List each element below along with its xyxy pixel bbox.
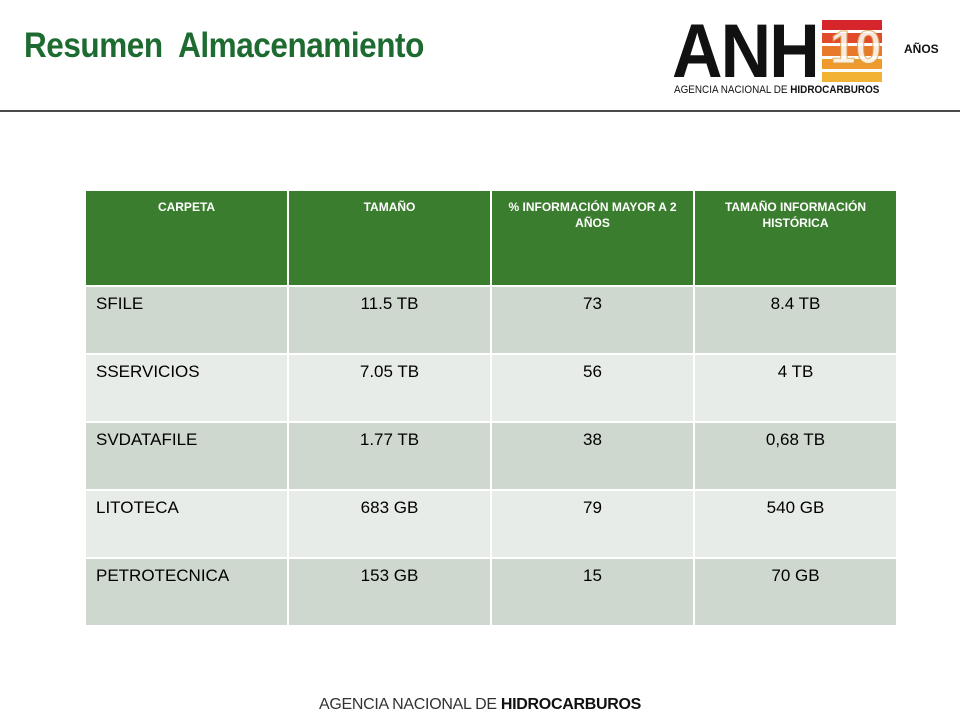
cell-tamano: 683 GB	[287, 489, 492, 559]
logo-subtitle: AGENCIA NACIONAL DE HIDROCARBUROS	[674, 84, 879, 96]
table-row: SFILE 11.5 TB 73 8.4 TB	[84, 285, 898, 355]
cell-historica: 540 GB	[693, 489, 898, 559]
table-row: PETROTECNICA 153 GB 15 70 GB	[84, 557, 898, 627]
table-row: LITOTECA 683 GB 79 540 GB	[84, 489, 898, 559]
header-tamano-historica: TAMAÑO INFORMACIÓN HISTÓRICA	[693, 189, 898, 287]
logo-number: 10	[829, 21, 882, 74]
cell-tamano: 7.05 TB	[287, 353, 492, 423]
logo-stripes-icon	[822, 20, 882, 82]
cell-carpeta: LITOTECA	[84, 489, 289, 559]
logo-letters: ANH	[672, 9, 820, 94]
cell-carpeta: PETROTECNICA	[84, 557, 289, 627]
header-porcentaje: % INFORMACIÓN MAYOR A 2 AÑOS	[490, 189, 695, 287]
slide-title: Resumen Almacenamiento	[24, 26, 424, 65]
cell-carpeta: SFILE	[84, 285, 289, 355]
cell-tamano: 153 GB	[287, 557, 492, 627]
cell-tamano: 11.5 TB	[287, 285, 492, 355]
anh-logo: ANH 10 AÑOS AGENCIA NACIONAL DE HIDROCAR…	[672, 9, 942, 100]
cell-porcentaje: 56	[490, 353, 695, 423]
table-row: SVDATAFILE 1.77 TB 38 0,68 TB	[84, 421, 898, 491]
cell-carpeta: SVDATAFILE	[84, 421, 289, 491]
header-divider	[0, 110, 960, 112]
cell-historica: 4 TB	[693, 353, 898, 423]
header-tamano: TAMAÑO	[287, 189, 492, 287]
table-header-row: CARPETA TAMAÑO % INFORMACIÓN MAYOR A 2 A…	[84, 189, 898, 287]
header-carpeta: CARPETA	[84, 189, 289, 287]
logo-anos: AÑOS	[904, 42, 939, 56]
cell-historica: 70 GB	[693, 557, 898, 627]
footer-regular: AGENCIA NACIONAL DE	[318, 696, 501, 713]
table-row: SSERVICIOS 7.05 TB 56 4 TB	[84, 353, 898, 423]
footer-agency-name: AGENCIA NACIONAL DE HIDROCARBUROS	[0, 696, 960, 714]
cell-tamano: 1.77 TB	[287, 421, 492, 491]
footer-bold: HIDROCARBUROS	[500, 696, 641, 713]
cell-porcentaje: 73	[490, 285, 695, 355]
cell-historica: 8.4 TB	[693, 285, 898, 355]
logo-subtitle-bold: HIDROCARBUROS	[790, 84, 880, 96]
cell-carpeta: SSERVICIOS	[84, 353, 289, 423]
logo-subtitle-regular: AGENCIA NACIONAL DE	[674, 84, 791, 96]
cell-porcentaje: 79	[490, 489, 695, 559]
cell-porcentaje: 38	[490, 421, 695, 491]
storage-summary-table: CARPETA TAMAÑO % INFORMACIÓN MAYOR A 2 A…	[84, 189, 898, 627]
cell-historica: 0,68 TB	[693, 421, 898, 491]
cell-porcentaje: 15	[490, 557, 695, 627]
